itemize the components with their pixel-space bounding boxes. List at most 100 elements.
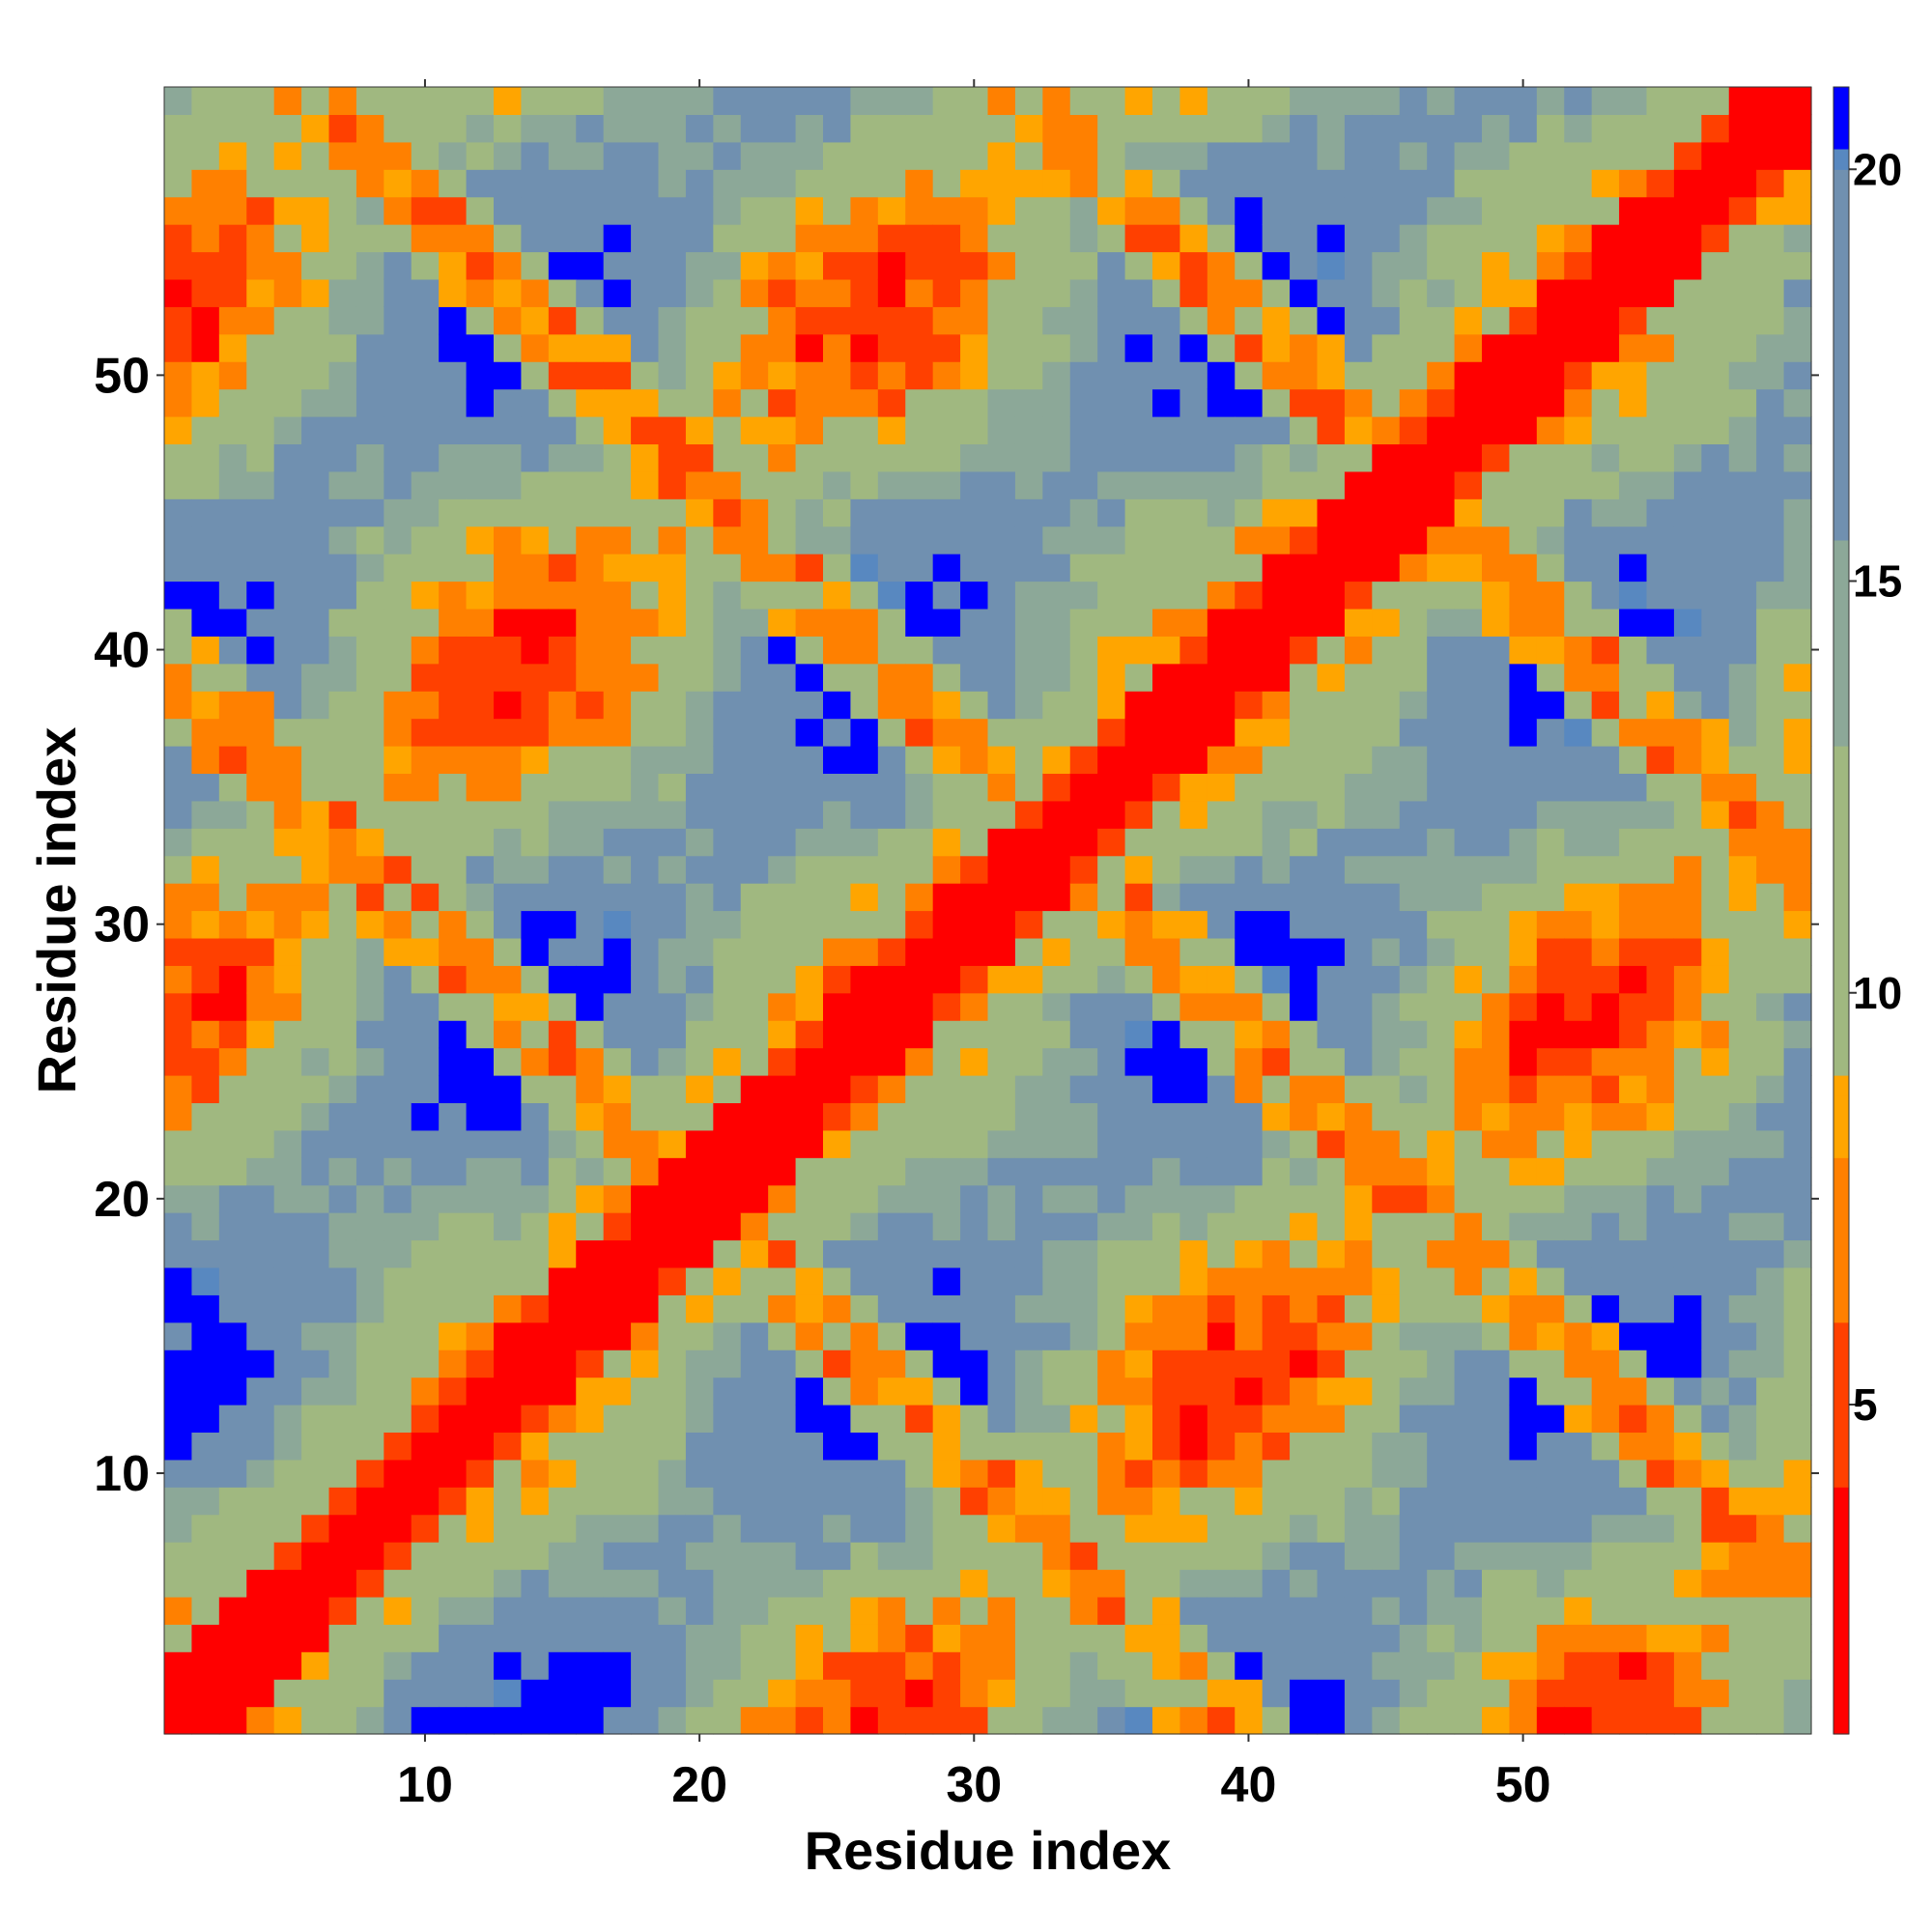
heatmap-cell	[1536, 910, 1565, 939]
heatmap-cell	[960, 1432, 989, 1461]
heatmap-cell	[1728, 1047, 1757, 1076]
heatmap-cell	[466, 1075, 495, 1104]
heatmap-cell	[1179, 361, 1208, 390]
colorbar-segment	[1833, 169, 1849, 191]
heatmap-cell	[1097, 608, 1126, 637]
heatmap-cell	[1042, 1047, 1071, 1076]
heatmap-cell	[1014, 1047, 1043, 1076]
heatmap-cell	[603, 1102, 632, 1131]
heatmap-cell	[1207, 1651, 1236, 1680]
heatmap-cell	[494, 937, 523, 966]
heatmap-cell	[218, 718, 247, 747]
heatmap-cell	[218, 1157, 247, 1186]
heatmap-cell	[1783, 141, 1812, 170]
heatmap-cell	[1427, 800, 1456, 829]
heatmap-cell	[301, 608, 330, 637]
heatmap-cell	[960, 1212, 989, 1241]
heatmap-cell	[355, 1239, 384, 1268]
heatmap-cell	[1564, 773, 1593, 802]
heatmap-cell	[932, 636, 961, 665]
heatmap-cell	[823, 224, 852, 253]
heatmap-cell	[576, 470, 605, 499]
heatmap-cell	[768, 636, 797, 665]
heatmap-cell	[301, 1487, 330, 1516]
heatmap-cell	[658, 1706, 687, 1735]
heatmap-cell	[1564, 608, 1593, 637]
heatmap-cell	[713, 498, 742, 527]
heatmap-cell	[795, 1294, 824, 1323]
heatmap-cell	[685, 361, 714, 390]
heatmap-cell	[411, 1706, 440, 1735]
heatmap-cell	[658, 1047, 687, 1076]
heatmap-cell	[355, 965, 384, 994]
colorbar-segment	[1833, 1054, 1849, 1076]
heatmap-cell	[1124, 1239, 1153, 1268]
heatmap-cell	[191, 855, 220, 884]
heatmap-cell	[1207, 87, 1236, 116]
heatmap-cell	[1509, 581, 1538, 610]
heatmap-cell	[768, 526, 797, 554]
heatmap-cell	[273, 1624, 302, 1653]
heatmap-cell	[823, 1294, 852, 1323]
heatmap-cell	[1536, 1377, 1565, 1406]
heatmap-cell	[1207, 169, 1236, 198]
heatmap-cell	[1235, 773, 1264, 802]
heatmap-cell	[740, 87, 769, 116]
heatmap-cell	[1536, 883, 1565, 912]
heatmap-cell	[1673, 1350, 1702, 1378]
heatmap-cell	[658, 828, 687, 857]
heatmap-cell	[521, 1184, 550, 1213]
heatmap-cell	[1124, 1020, 1153, 1049]
heatmap-cell	[1097, 169, 1126, 198]
heatmap-cell	[1564, 1706, 1593, 1735]
heatmap-cell	[1728, 278, 1757, 307]
heatmap-cell	[1344, 992, 1373, 1021]
heatmap-cell	[1262, 141, 1291, 170]
heatmap-cell	[823, 278, 852, 307]
heatmap-cell	[1097, 470, 1126, 499]
heatmap-cell	[960, 691, 989, 720]
heatmap-cell	[740, 883, 769, 912]
heatmap-cell	[1014, 526, 1043, 554]
heatmap-cell	[877, 773, 906, 802]
heatmap-cell	[1482, 1020, 1511, 1049]
heatmap-cell	[685, 800, 714, 829]
heatmap-cell	[740, 1377, 769, 1406]
heatmap-cell	[1783, 1596, 1812, 1625]
heatmap-cell	[1756, 965, 1785, 994]
heatmap-cell	[1564, 196, 1593, 225]
heatmap-cell	[411, 746, 440, 775]
heatmap-cell	[1756, 718, 1785, 747]
heatmap-cell	[1179, 333, 1208, 362]
heatmap-cell	[1673, 443, 1702, 472]
heatmap-cell	[494, 1432, 523, 1461]
heatmap-cell	[1646, 1047, 1675, 1076]
heatmap-cell	[1509, 1321, 1538, 1350]
heatmap-cell	[713, 1350, 742, 1378]
heatmap-cell	[1179, 608, 1208, 637]
heatmap-cell	[1783, 333, 1812, 362]
colorbar-segment	[1833, 910, 1849, 932]
heatmap-cell	[1701, 1239, 1730, 1268]
heatmap-cell	[1454, 992, 1483, 1021]
heatmap-cell	[1509, 608, 1538, 637]
heatmap-cell	[795, 663, 824, 692]
heatmap-cell	[1097, 87, 1126, 116]
heatmap-cell	[1564, 691, 1593, 720]
heatmap-cell	[905, 1405, 934, 1434]
heatmap-cell	[355, 498, 384, 527]
heatmap-cell	[1756, 169, 1785, 198]
colorbar-segment	[1833, 1405, 1849, 1426]
heatmap-cell	[932, 855, 961, 884]
heatmap-cell	[905, 1459, 934, 1488]
heatmap-cell	[1673, 1020, 1702, 1049]
heatmap-cell	[1482, 1514, 1511, 1543]
heatmap-cell	[548, 1624, 577, 1653]
colorbar-segment	[1833, 1178, 1849, 1200]
heatmap-cell	[164, 1266, 193, 1295]
heatmap-cell	[1124, 1432, 1153, 1461]
heatmap-cell	[1509, 1350, 1538, 1378]
heatmap-cell	[1042, 1432, 1071, 1461]
heatmap-cell	[1591, 498, 1620, 527]
heatmap-cell	[1317, 800, 1346, 829]
